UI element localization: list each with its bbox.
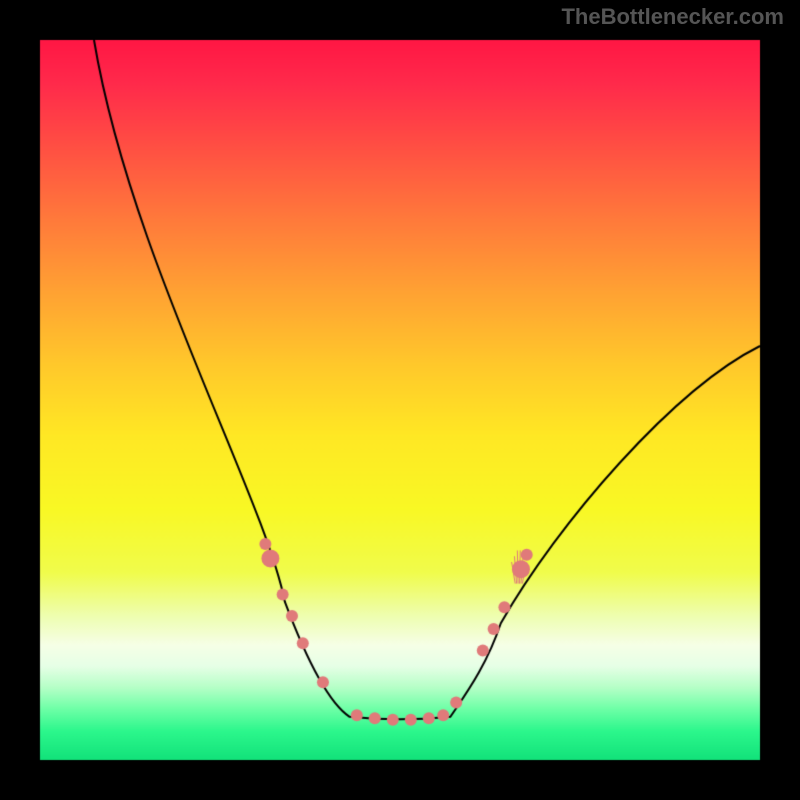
bottleneck-v-curve-chart — [0, 0, 800, 800]
